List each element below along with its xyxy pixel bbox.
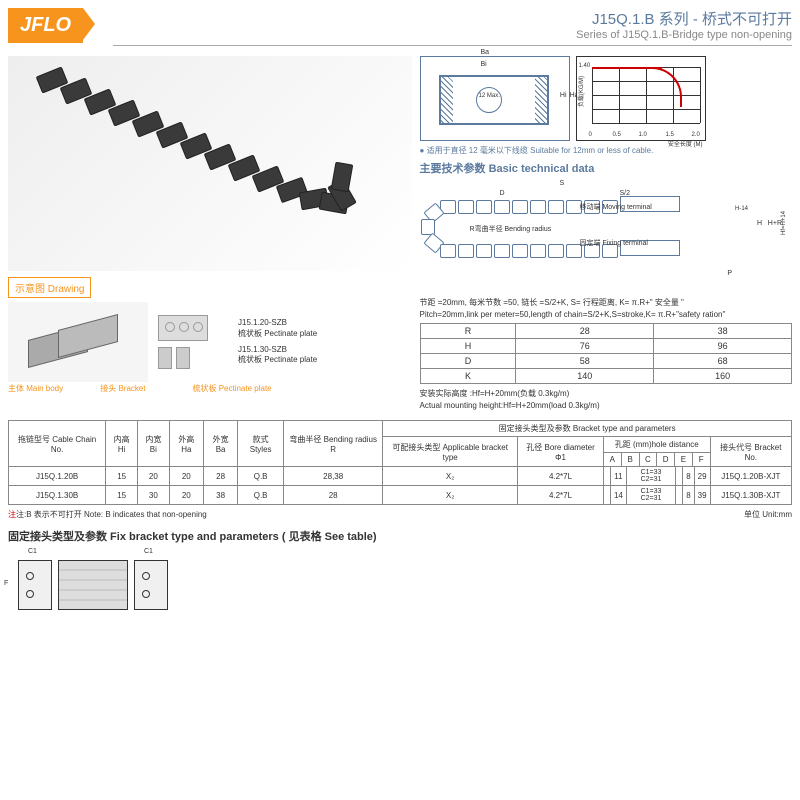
fix-bracket-title: 固定接头类型及参数 Fix bracket type and parameter… <box>8 528 792 544</box>
graph-ylabel: 负载(KG/M) <box>576 76 585 107</box>
title-block: J15Q.1.B 系列 - 桥式不可打开 Series of J15Q.1.B-… <box>113 8 792 46</box>
title-cn: J15Q.1.B 系列 - 桥式不可打开 <box>113 8 792 29</box>
pitch-note-en: Pitch=20mm,link per meter=50,length of c… <box>420 310 792 319</box>
basic-data-title: 主要技术参数 Basic technical data <box>420 160 792 176</box>
load-graph: 负载(KG/M) 0 0.5 1.0 1.5 2.0 安全长度 (M) <box>576 56 706 141</box>
main-spec-table: 拖链型号 Cable Chain No. 内高 Hi 内宽 Bi 外高 Ha 外… <box>8 420 792 505</box>
bracket-diagram: C1 C1 F <box>8 550 188 620</box>
rhd-table: R2838 H7696 D5868 K140160 <box>420 323 792 384</box>
drawing-label: 示意图 Drawing <box>8 277 91 298</box>
note-b: 注注:B 表示不可打开 Note: B indicates that non-o… <box>8 509 207 520</box>
title-en: Series of J15Q.1.B-Bridge type non-openi… <box>113 29 792 41</box>
product-photo <box>8 56 412 271</box>
mount-en: Actual mounting height:Hf=H+20mm(load 0.… <box>420 401 792 410</box>
unit-note: 单位 Unit:mm <box>744 509 792 520</box>
mount-cn: 安装实际高度 :Hf=H+20mm(负载 0.3kg/m) <box>420 388 792 399</box>
table-row: J15Q.1.20B15202028Q.B28,38X₂4.2*7L11C1=3… <box>9 467 792 486</box>
cross-section-diagram: Ba Bi 12 Max. Hi Ha <box>420 56 570 141</box>
logo: JFLO <box>8 8 83 43</box>
table-row: J15Q.1.30B15302038Q.B28X₂4.2*7L14C1=33 C… <box>9 486 792 505</box>
parts-labels: J15.1.20-SZB 梳状板 Pectinate plate J15.1.3… <box>238 318 317 366</box>
u-chain-diagram: S D S/2 <box>420 180 792 295</box>
isometric-drawing <box>8 302 148 382</box>
suitable-note: ● 适用于直径 12 毫米以下线缆 Suitable for 12mm or l… <box>420 145 792 156</box>
pitch-note-cn: 节距 =20mm, 每米节数 =50, 链长 =S/2+K, S= 行程距离, … <box>420 297 792 308</box>
